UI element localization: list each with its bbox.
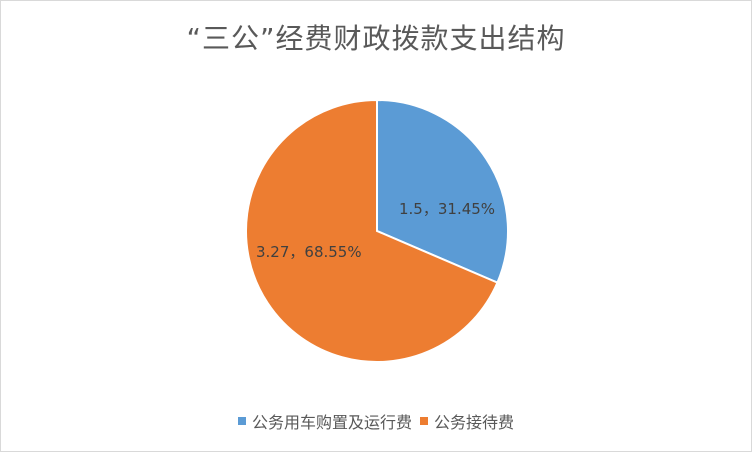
slice-label-reception: 3.27，68.55% <box>256 243 362 261</box>
slice-label-vehicle: 1.5，31.45% <box>399 200 495 218</box>
legend-item-vehicle: 公务用车购置及运行费 <box>237 409 412 433</box>
legend-item-reception: 公务接待费 <box>420 409 514 433</box>
pie-slice-vehicle <box>376 98 509 284</box>
pie-slice-reception <box>245 98 499 363</box>
legend-swatch-vehicle <box>237 417 246 425</box>
legend-label-reception: 公务接待费 <box>434 413 515 432</box>
chart-title: “三公”经费财政拨款支出结构 <box>186 22 566 55</box>
legend: 公务用车购置及运行费 公务接待费 <box>1 409 751 433</box>
legend-label-vehicle: 公务用车购置及运行费 <box>251 413 412 432</box>
legend-swatch-reception <box>420 417 428 425</box>
